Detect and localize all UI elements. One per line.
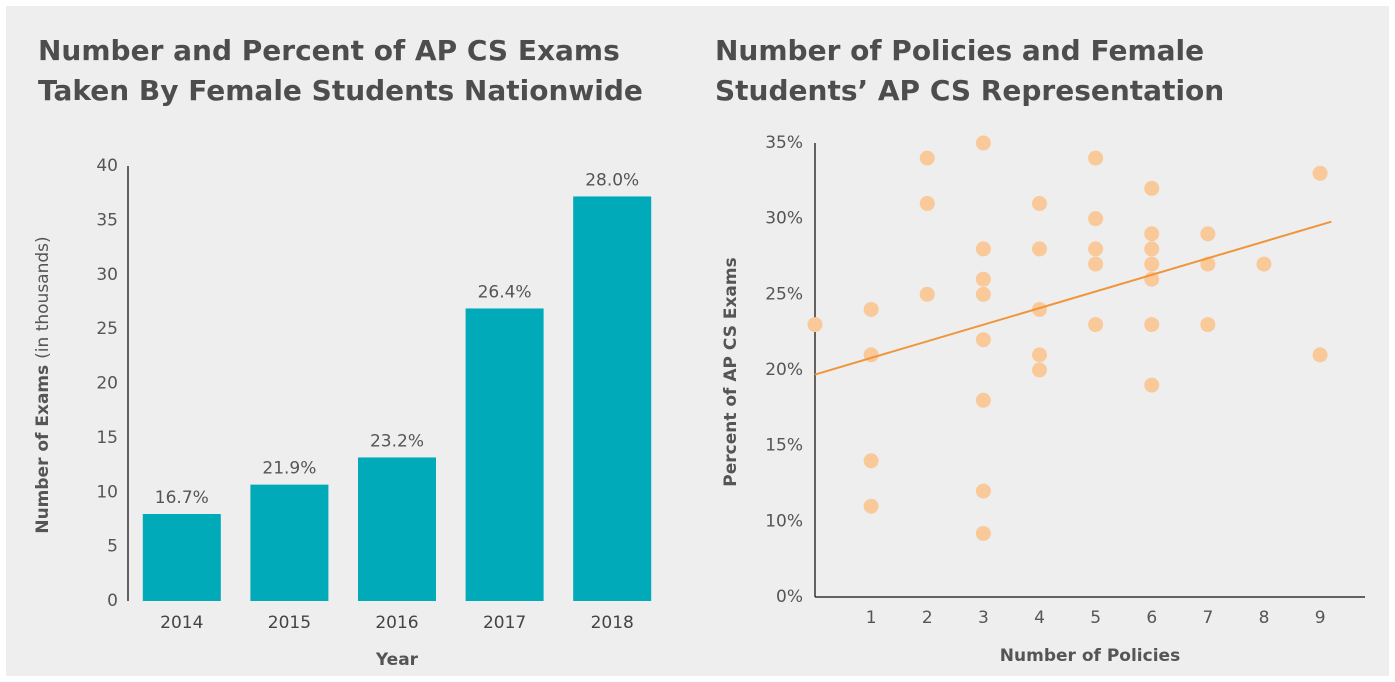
point bbox=[975, 271, 991, 287]
point bbox=[1088, 150, 1104, 166]
y-tick-label: 15 bbox=[96, 428, 118, 448]
point bbox=[919, 196, 935, 212]
point bbox=[1088, 256, 1104, 272]
bar-label: 23.2% bbox=[370, 431, 424, 451]
y-tick-label: 30 bbox=[96, 265, 118, 285]
x-tick-label: 2015 bbox=[268, 613, 311, 633]
x-tick-label: 6 bbox=[1146, 608, 1157, 628]
y-axis-label: Percent of AP CS Exams bbox=[721, 257, 741, 487]
y-tick-label: 20 bbox=[96, 374, 118, 394]
point bbox=[1144, 180, 1160, 196]
y-tick-label: 30% bbox=[765, 209, 803, 229]
point bbox=[1088, 317, 1104, 333]
point bbox=[1312, 347, 1328, 363]
point bbox=[975, 286, 991, 302]
point bbox=[863, 301, 879, 317]
x-tick-label: 2016 bbox=[375, 613, 418, 633]
point bbox=[1031, 241, 1047, 257]
y-tick-label: 25% bbox=[765, 284, 803, 304]
chart-title: Number of Policies and Female bbox=[715, 34, 1204, 67]
bar bbox=[358, 457, 436, 601]
x-axis-label: Number of Policies bbox=[1000, 646, 1180, 666]
y-tick-label: 10 bbox=[96, 482, 118, 502]
point bbox=[975, 332, 991, 348]
x-tick-label: 2018 bbox=[591, 613, 634, 633]
point bbox=[1312, 165, 1328, 181]
point bbox=[1144, 377, 1160, 393]
y-axis-label: Number of Exams (in thousands) bbox=[33, 236, 53, 533]
point bbox=[1144, 226, 1160, 242]
y-tick-label: 40 bbox=[96, 156, 118, 176]
y-axis-label-main: Number of Exams bbox=[33, 365, 53, 534]
point bbox=[1144, 256, 1160, 272]
point bbox=[1200, 226, 1216, 242]
bar-label: 26.4% bbox=[478, 282, 532, 302]
x-tick-label: 8 bbox=[1259, 608, 1270, 628]
y-tick-label: 0% bbox=[776, 587, 803, 607]
point bbox=[1031, 362, 1047, 378]
bar-label: 21.9% bbox=[262, 459, 316, 479]
y-tick-label: 0 bbox=[107, 591, 118, 611]
x-tick-label: 4 bbox=[1034, 608, 1045, 628]
bar bbox=[465, 308, 544, 601]
point bbox=[863, 453, 879, 469]
chart-title: Number and Percent of AP CS Exams bbox=[38, 34, 620, 67]
point bbox=[1144, 241, 1160, 257]
chart-title: Taken By Female Students Nationwide bbox=[38, 74, 643, 107]
background bbox=[6, 6, 1389, 676]
point bbox=[1031, 196, 1047, 212]
point bbox=[975, 392, 991, 408]
point bbox=[919, 286, 935, 302]
x-tick-label: 7 bbox=[1202, 608, 1213, 628]
point bbox=[863, 498, 879, 514]
x-tick-label: 9 bbox=[1315, 608, 1326, 628]
point bbox=[1088, 211, 1104, 227]
bar-label: 16.7% bbox=[155, 488, 209, 508]
point bbox=[807, 317, 823, 333]
bar bbox=[573, 196, 652, 601]
x-tick-label: 5 bbox=[1090, 608, 1101, 628]
point bbox=[1200, 317, 1216, 333]
y-tick-label: 15% bbox=[765, 436, 803, 456]
y-axis-label-note: (in thousands) bbox=[33, 236, 53, 358]
y-tick-label: 25 bbox=[96, 319, 118, 339]
x-tick-label: 2 bbox=[922, 608, 933, 628]
x-tick-label: 1 bbox=[866, 608, 877, 628]
x-axis-label: Year bbox=[375, 650, 419, 670]
y-tick-label: 5 bbox=[107, 537, 118, 557]
point bbox=[919, 150, 935, 166]
bar bbox=[142, 514, 221, 601]
y-tick-label: 20% bbox=[765, 360, 803, 380]
x-tick-label: 3 bbox=[978, 608, 989, 628]
bar-label: 28.0% bbox=[585, 170, 639, 190]
y-tick-label: 35% bbox=[765, 133, 803, 153]
y-tick-label: 35 bbox=[96, 210, 118, 230]
x-tick-label: 2017 bbox=[483, 613, 526, 633]
x-tick-label: 2014 bbox=[160, 613, 203, 633]
point bbox=[1031, 301, 1047, 317]
point bbox=[975, 483, 991, 499]
y-tick-label: 10% bbox=[765, 511, 803, 531]
point bbox=[975, 135, 991, 151]
bar bbox=[250, 484, 329, 601]
point bbox=[1031, 347, 1047, 363]
trend-line bbox=[814, 220, 1332, 376]
point bbox=[975, 241, 991, 257]
chart-title: Students’ AP CS Representation bbox=[715, 74, 1224, 107]
point bbox=[1144, 317, 1160, 333]
point bbox=[975, 525, 991, 541]
point bbox=[1256, 256, 1272, 272]
point bbox=[1088, 241, 1104, 257]
